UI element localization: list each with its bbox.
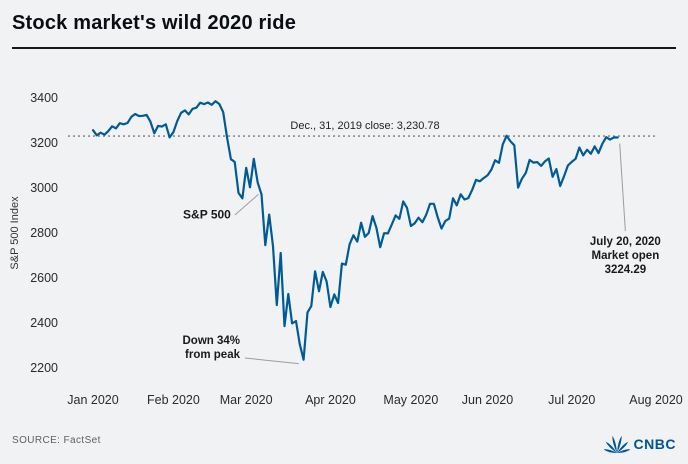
y-axis-tick: 3200 bbox=[30, 136, 58, 150]
y-axis-tick: 2800 bbox=[30, 226, 58, 240]
annotation-trough-line1: Down 34% bbox=[182, 335, 240, 347]
annotation-trough-connector bbox=[244, 357, 299, 365]
annotation-series-connector bbox=[234, 193, 259, 216]
y-axis-tick: 2400 bbox=[30, 316, 58, 330]
annotation-latest-line1: July 20, 2020 bbox=[590, 236, 661, 248]
y-axis-tick: 3000 bbox=[30, 181, 58, 195]
cnbc-peacock-icon bbox=[603, 435, 630, 453]
x-axis-tick: Jan 2020 bbox=[67, 393, 118, 407]
annotation-latest-line2: Market open bbox=[591, 250, 659, 262]
y-axis-tick: 3400 bbox=[30, 91, 58, 105]
cnbc-logo: CNBC bbox=[603, 434, 676, 454]
chart-header: Stock market's wild 2020 ride bbox=[12, 12, 676, 49]
x-axis-tick: May 2020 bbox=[383, 393, 438, 407]
reference-line-label: Dec., 31, 2019 close: 3,230.78 bbox=[290, 120, 439, 132]
x-axis-tick: Apr 2020 bbox=[305, 393, 356, 407]
annotation-latest-line3: 3224.29 bbox=[605, 264, 647, 276]
price-line bbox=[91, 100, 619, 361]
x-axis-tick: Jul 2020 bbox=[548, 393, 595, 407]
annotation-series-label: S&P 500 bbox=[183, 207, 231, 221]
page-title: Stock market's wild 2020 ride bbox=[12, 12, 297, 34]
x-axis-tick: Aug 2020 bbox=[629, 393, 683, 407]
y-axis-tick: 2200 bbox=[30, 361, 58, 375]
x-axis-tick: Jun 2020 bbox=[462, 393, 513, 407]
annotation-trough-line2: from peak bbox=[185, 349, 241, 361]
annotation-latest-connector bbox=[619, 143, 626, 232]
y-axis-title: S&P 500 Index bbox=[9, 196, 21, 270]
x-axis-tick: Mar 2020 bbox=[220, 393, 273, 407]
cnbc-wordmark: CNBC bbox=[633, 436, 676, 452]
source-label: SOURCE: FactSet bbox=[12, 435, 101, 446]
y-axis-tick: 2600 bbox=[30, 271, 58, 285]
x-axis-tick: Feb 2020 bbox=[147, 393, 200, 407]
